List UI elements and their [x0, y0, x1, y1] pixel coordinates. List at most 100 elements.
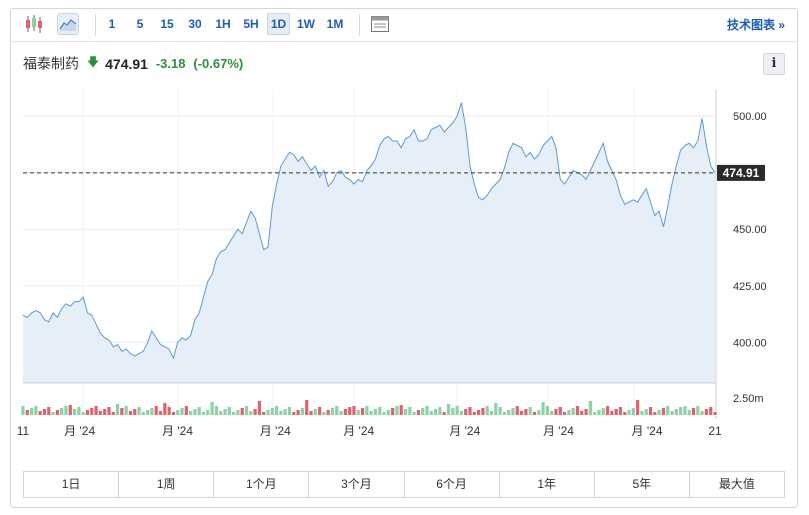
volume-bar — [227, 407, 231, 415]
interval-1d-button[interactable]: 1D — [267, 13, 290, 35]
range-tab-1d[interactable]: 1日 — [61, 477, 81, 491]
volume-bar — [107, 407, 111, 415]
volume-bar — [253, 409, 257, 415]
volume-bar — [339, 411, 343, 415]
interval-5h-button[interactable]: 5H — [243, 17, 259, 31]
volume-bar — [335, 406, 339, 415]
interval-1-button[interactable]: 1 — [108, 17, 116, 31]
volume-bar — [709, 407, 713, 415]
volume-bar — [150, 408, 154, 415]
volume-bar — [262, 412, 266, 415]
volume-bar — [223, 409, 227, 415]
table-icon[interactable] — [369, 13, 391, 35]
volume-bar — [356, 410, 360, 415]
volume-bar — [446, 404, 451, 415]
volume-bar — [81, 412, 85, 415]
volume-bar — [317, 407, 322, 415]
interval-1w-button[interactable]: 1W — [297, 17, 315, 31]
volume-bar — [270, 408, 274, 415]
volume-bar — [42, 409, 47, 415]
volume-bar — [636, 400, 640, 415]
volume-bar — [588, 401, 592, 415]
chart-widget: 1 5 15 30 1H 5H 1D 1W 1M 技术图表 » 福泰制药 🡇 4… — [10, 8, 798, 508]
toolbar-divider — [95, 14, 96, 36]
volume-bar — [696, 406, 700, 415]
volume-bar — [279, 411, 283, 415]
volume-bar — [296, 410, 300, 415]
volume-bar — [507, 410, 511, 415]
volume-bar — [171, 412, 176, 415]
volume-bar — [184, 406, 188, 415]
last-price-tag-label: 474.91 — [723, 166, 760, 180]
volume-bar — [459, 411, 464, 415]
volume-bar — [360, 408, 365, 415]
volume-bar — [618, 407, 623, 415]
volume-bar — [197, 407, 201, 415]
volume-bar — [240, 408, 244, 415]
volume-bar — [477, 410, 481, 415]
x-tick-label: 月 '24 — [162, 424, 193, 438]
volume-bar — [176, 410, 180, 415]
x-tick-label: 11 — [17, 424, 30, 438]
interval-15-button[interactable]: 15 — [160, 17, 174, 31]
range-tab-1m[interactable]: 1个月 — [213, 472, 308, 497]
range-tab-1w[interactable]: 1周 — [118, 472, 213, 497]
volume-bar — [524, 409, 528, 415]
price-line — [22, 102, 716, 360]
volume-bar — [395, 406, 399, 415]
info-button[interactable]: i — [763, 53, 785, 75]
interval-1h-button[interactable]: 1H — [215, 17, 231, 31]
volume-bar — [541, 402, 545, 415]
range-tab-1y[interactable]: 1年 — [498, 472, 594, 497]
range-tab-max[interactable]: 最大值 — [688, 472, 784, 497]
volume-bar — [399, 405, 403, 415]
y-tick-label: 500.00 — [733, 111, 767, 123]
volume-bar — [386, 410, 390, 415]
volume-bar — [47, 407, 51, 415]
technical-chart-link[interactable]: 技术图表 » — [726, 18, 785, 32]
x-tick-label: 月 '24 — [260, 424, 291, 438]
volume-bar — [94, 406, 98, 415]
volume-bar — [666, 406, 670, 415]
area-chart-icon[interactable] — [57, 13, 79, 35]
volume-bar — [653, 412, 657, 415]
volume-bar — [442, 412, 446, 415]
volume-bar — [601, 408, 605, 415]
volume-bar — [661, 408, 666, 415]
volume-bar — [412, 412, 416, 415]
volume-bar — [610, 411, 614, 415]
range-tab-5y[interactable]: 5年 — [593, 472, 689, 497]
volume-bar — [115, 404, 120, 415]
interval-5-button[interactable]: 5 — [136, 17, 144, 31]
volume-bar — [494, 403, 498, 415]
price-chart: 474.91 400.00 425.00 450.00 500.00 2.50m 11 月 '… — [17, 89, 767, 438]
volume-bar — [201, 412, 206, 415]
volume-bar — [670, 411, 674, 415]
down-arrow-icon: 🡇 — [86, 55, 100, 69]
volume-bar — [691, 408, 696, 415]
last-price-tag — [717, 164, 765, 181]
x-tick-label: 21 — [708, 424, 722, 438]
volume-bar — [683, 406, 687, 415]
volume-bar — [502, 412, 506, 415]
volume-bar — [623, 412, 627, 415]
stock-name: 福泰制药 — [23, 55, 79, 72]
range-tab-3m[interactable]: 3个月 — [308, 472, 403, 497]
volume-bar — [236, 410, 240, 415]
volume-bar — [322, 412, 326, 415]
volume-bar — [614, 409, 618, 415]
volume-bar — [68, 405, 72, 415]
last-price: 474.91 — [105, 55, 148, 72]
volume-bar — [704, 409, 709, 415]
candlestick-icon[interactable] — [23, 13, 45, 35]
volume-bar — [605, 406, 610, 415]
quote-header: 福泰制药 🡇 474.91 -3.18 (-0.67%) — [23, 53, 243, 73]
volume-bar — [369, 411, 373, 415]
volume-bar — [674, 409, 678, 415]
interval-30-button[interactable]: 30 — [188, 17, 202, 31]
volume-bar — [352, 406, 356, 415]
volume-bar — [90, 408, 94, 415]
interval-1m-button[interactable]: 1M — [326, 17, 344, 31]
price-change: -3.18 — [155, 56, 186, 71]
range-tab-6m[interactable]: 6个月 — [403, 472, 499, 497]
